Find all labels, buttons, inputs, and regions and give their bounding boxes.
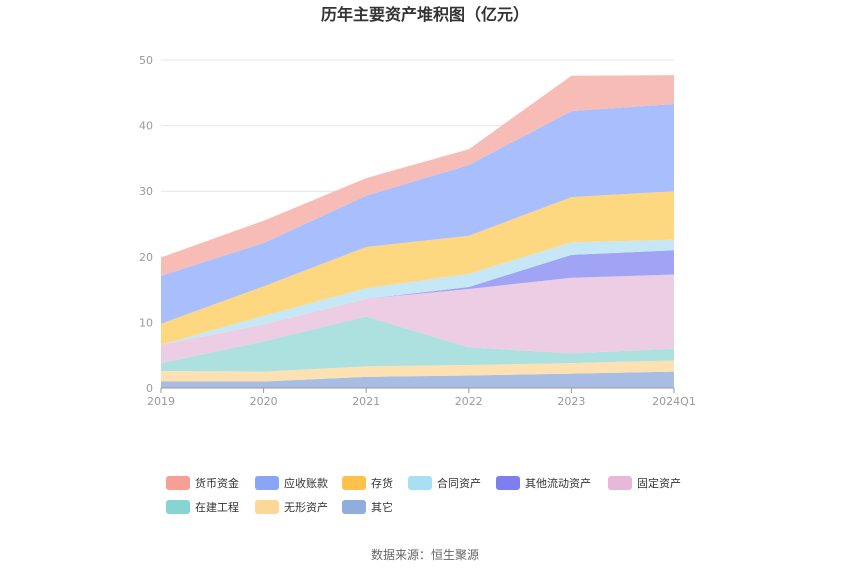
legend-label: 固定资产 — [637, 476, 681, 490]
legend-item[interactable]: 其它 — [342, 500, 393, 514]
chart-title: 历年主要资产堆积图（亿元） — [321, 5, 529, 24]
data-source-note: 数据来源：恒生聚源 — [371, 547, 479, 562]
area-series-8 — [161, 75, 674, 276]
legend-label: 其它 — [371, 500, 393, 514]
axis-layer: 0 10 20 30 40 50 2019 2020 2021 2022 2023 2024Q1 — [139, 54, 696, 408]
legend-item[interactable]: 在建工程 — [166, 500, 239, 514]
legend-item[interactable]: 固定资产 — [608, 476, 681, 490]
legend-swatch — [166, 500, 190, 514]
y-tick-label: 40 — [139, 120, 153, 133]
legend-label: 应收账款 — [284, 476, 328, 490]
legend-item[interactable]: 货币资金 — [166, 476, 239, 490]
legend-item[interactable]: 存货 — [342, 476, 393, 490]
y-tick-label: 10 — [139, 316, 153, 329]
x-tick-label: 2023 — [557, 395, 585, 408]
x-tick-label: 2019 — [147, 395, 175, 408]
legend-swatch — [255, 476, 279, 490]
legend-label: 货币资金 — [195, 476, 239, 490]
legend-swatch — [608, 476, 632, 490]
area-series-0 — [161, 371, 674, 388]
area-series-5 — [161, 239, 674, 345]
area-layer — [161, 75, 674, 388]
x-tick-label: 2022 — [455, 395, 483, 408]
legend-label: 存货 — [371, 476, 393, 490]
area-series-4 — [161, 250, 674, 345]
x-tick-label: 2024Q1 — [652, 395, 696, 408]
area-series-2 — [161, 316, 674, 372]
legend-item[interactable]: 应收账款 — [255, 476, 328, 490]
legend-swatch — [255, 500, 279, 514]
legend-label: 无形资产 — [284, 500, 328, 514]
legend-swatch — [342, 500, 366, 514]
y-tick-label: 30 — [139, 185, 153, 198]
legend-label: 其他流动资产 — [525, 476, 591, 490]
y-tick-label: 50 — [139, 54, 153, 67]
y-tick-label: 20 — [139, 251, 153, 264]
legend-item[interactable]: 其他流动资产 — [496, 476, 591, 490]
legend-swatch — [342, 476, 366, 490]
legend-label: 合同资产 — [437, 476, 481, 490]
legend-item[interactable]: 合同资产 — [408, 476, 481, 490]
legend-item[interactable]: 无形资产 — [255, 500, 328, 514]
area-series-7 — [161, 103, 674, 324]
x-tick-label: 2020 — [250, 395, 278, 408]
y-tick-label: 0 — [146, 382, 153, 395]
legend-swatch — [166, 476, 190, 490]
area-series-1 — [161, 360, 674, 382]
legend-swatch — [496, 476, 520, 490]
x-tick-label: 2021 — [352, 395, 380, 408]
legend-label: 在建工程 — [195, 500, 239, 514]
area-series-6 — [161, 191, 674, 345]
area-series-3 — [161, 274, 674, 364]
legend-swatch — [408, 476, 432, 490]
